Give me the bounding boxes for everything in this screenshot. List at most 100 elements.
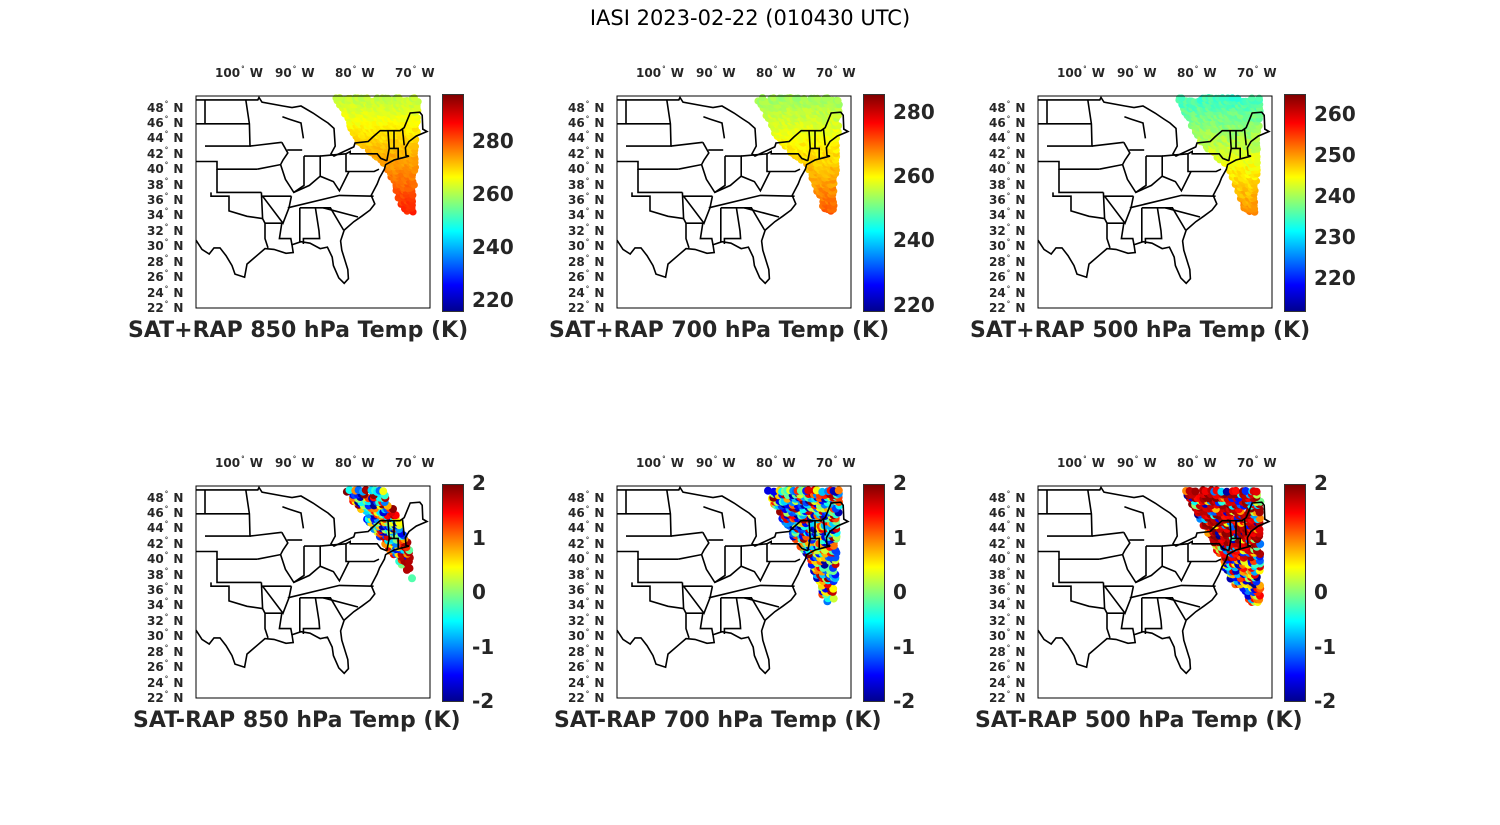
colorbar bbox=[442, 94, 464, 312]
map-frame bbox=[1037, 95, 1273, 309]
latitude-tick-label: 30° N bbox=[989, 238, 1026, 254]
latitude-tick-label: 22° N bbox=[568, 300, 605, 315]
coastline bbox=[616, 485, 850, 675]
state-boundary bbox=[822, 518, 826, 536]
longitude-tick-label: 80° W bbox=[756, 455, 796, 470]
state-boundary bbox=[1157, 597, 1187, 621]
latitude-tick-label: 42° N bbox=[568, 145, 605, 161]
state-boundary bbox=[741, 152, 801, 173]
latitude-tick-label: 24° N bbox=[989, 284, 1026, 300]
latitude-tick-label: 38° N bbox=[147, 566, 184, 582]
colorbar-tick-label: 220 bbox=[472, 288, 514, 313]
colorbar-tick-label: 220 bbox=[1314, 266, 1356, 291]
state-boundary bbox=[282, 506, 305, 529]
colorbar-tick-label: 1 bbox=[1314, 525, 1328, 550]
latitude-tick-label: 32° N bbox=[147, 222, 184, 238]
colorbar-tick-label: 2 bbox=[893, 471, 907, 495]
observation-point bbox=[336, 94, 344, 102]
latitude-tick-label: 34° N bbox=[989, 207, 1026, 223]
latitude-tick-label: 28° N bbox=[568, 643, 605, 659]
state-boundary bbox=[299, 207, 321, 244]
observation-point bbox=[1252, 487, 1261, 496]
state-boundary bbox=[322, 207, 359, 218]
state-boundary bbox=[196, 160, 258, 170]
observation-points bbox=[764, 486, 844, 606]
colorbar-tick-label: 2 bbox=[472, 471, 486, 495]
latitude-tick-label: 44° N bbox=[147, 520, 184, 536]
state-boundary bbox=[1091, 531, 1124, 537]
observation-points bbox=[1182, 486, 1265, 607]
latitude-tick-label: 40° N bbox=[568, 161, 605, 177]
colorbar bbox=[442, 484, 464, 702]
state-boundary bbox=[287, 194, 374, 209]
state-boundary bbox=[681, 585, 714, 615]
observation-point bbox=[1231, 486, 1240, 495]
state-boundary bbox=[304, 545, 321, 567]
state-boundary bbox=[700, 546, 726, 584]
state-boundary bbox=[1038, 550, 1100, 560]
state-boundary bbox=[320, 152, 380, 173]
colorbar-tick-label: 240 bbox=[472, 235, 514, 260]
state-boundary bbox=[210, 582, 263, 610]
state-boundary bbox=[1162, 542, 1222, 563]
state-boundary bbox=[1099, 531, 1131, 560]
state-boundary bbox=[703, 116, 726, 139]
state-boundary bbox=[279, 156, 305, 194]
state-boundary bbox=[260, 195, 293, 225]
latitude-tick-label: 34° N bbox=[989, 597, 1026, 613]
latitude-tick-label: 28° N bbox=[147, 253, 184, 269]
map-plot bbox=[1037, 485, 1273, 699]
state-boundary bbox=[736, 207, 766, 231]
state-boundary bbox=[678, 531, 710, 560]
latitude-tick-label: 36° N bbox=[147, 192, 184, 208]
colorbar bbox=[863, 484, 885, 702]
state-boundary bbox=[725, 155, 742, 177]
colorbar-tick-label: 1 bbox=[893, 525, 907, 550]
latitude-tick-label: 36° N bbox=[147, 582, 184, 598]
map-panel-6: 100° W 90° W 80° W 70° W 48° N 46° N 44° N 42° … bbox=[962, 452, 1402, 782]
latitude-tick-label: 26° N bbox=[147, 659, 184, 675]
state-boundary bbox=[216, 559, 262, 584]
state-boundary bbox=[1052, 582, 1105, 610]
state-boundary bbox=[205, 99, 251, 147]
state-boundary bbox=[265, 612, 293, 635]
observation-points bbox=[342, 486, 416, 583]
latitude-tick-label: 44° N bbox=[147, 130, 184, 146]
observation-point bbox=[1234, 94, 1242, 102]
latitude-tick-label: 48° N bbox=[568, 99, 605, 115]
state-boundary bbox=[315, 207, 345, 231]
observation-point bbox=[410, 94, 418, 102]
map-frame bbox=[616, 95, 852, 309]
longitude-tick-label: 80° W bbox=[1177, 65, 1217, 80]
colorbar-tick-label: -2 bbox=[1314, 689, 1337, 713]
colorbar bbox=[1284, 94, 1306, 312]
observation-point bbox=[818, 487, 827, 496]
state-boundary bbox=[720, 597, 742, 634]
latitude-tick-label: 36° N bbox=[989, 582, 1026, 598]
state-boundary bbox=[617, 160, 679, 170]
state-boundary bbox=[708, 194, 795, 209]
latitude-tick-label: 24° N bbox=[568, 284, 605, 300]
observation-point bbox=[408, 574, 416, 583]
observation-point bbox=[1255, 514, 1264, 523]
longitude-tick-label: 70° W bbox=[816, 455, 856, 470]
state-boundary bbox=[743, 597, 780, 608]
state-boundary bbox=[1228, 130, 1233, 161]
longitude-tick-label: 70° W bbox=[816, 65, 856, 80]
latitude-tick-label: 32° N bbox=[568, 612, 605, 628]
state-boundary bbox=[401, 518, 405, 536]
state-boundary bbox=[216, 169, 262, 194]
latitude-tick-label: 26° N bbox=[568, 269, 605, 285]
map-plot bbox=[616, 485, 852, 699]
latitude-tick-label: 22° N bbox=[147, 300, 184, 315]
latitude-tick-label: 36° N bbox=[568, 582, 605, 598]
state-boundary bbox=[1102, 195, 1135, 225]
latitude-tick-label: 32° N bbox=[989, 612, 1026, 628]
latitude-tick-label: 40° N bbox=[147, 551, 184, 567]
latitude-tick-label: 44° N bbox=[568, 520, 605, 536]
latitude-tick-label: 22° N bbox=[568, 690, 605, 705]
latitude-tick-label: 30° N bbox=[147, 238, 184, 254]
longitude-tick-label: 70° W bbox=[1237, 455, 1277, 470]
colorbar-tick-label: 0 bbox=[472, 580, 486, 604]
state-boundary bbox=[1141, 597, 1163, 634]
